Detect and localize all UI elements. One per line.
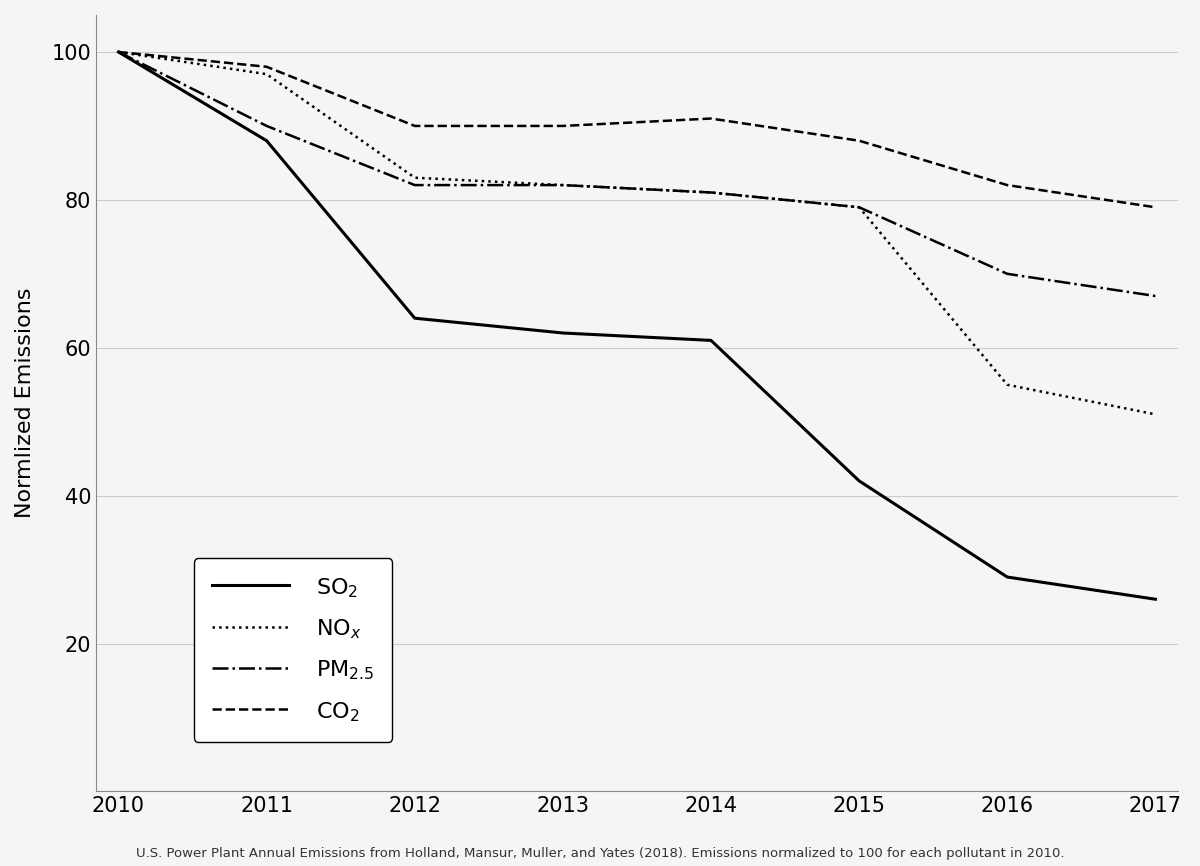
Text: U.S. Power Plant Annual Emissions from Holland, Mansur, Muller, and Yates (2018): U.S. Power Plant Annual Emissions from H… xyxy=(136,847,1064,860)
Y-axis label: Normlized Emissions: Normlized Emissions xyxy=(16,288,35,519)
Legend: SO$_2$, NO$_x$, PM$_{2.5}$, CO$_2$: SO$_2$, NO$_x$, PM$_{2.5}$, CO$_2$ xyxy=(194,559,392,741)
